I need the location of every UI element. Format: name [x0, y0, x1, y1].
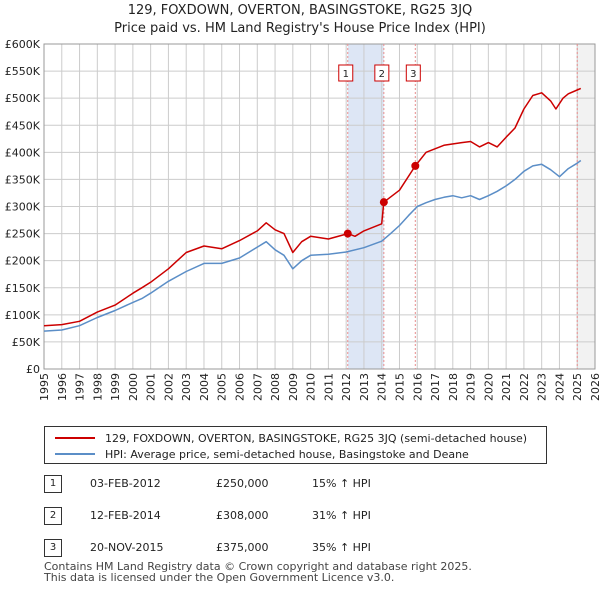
sale-row: 3 20-NOV-2015 £375,000 35% ↑ HPI [44, 536, 564, 568]
sale-labels: 1 2 3 [338, 64, 421, 82]
sales-table: 1 03-FEB-2012 £250,000 15% ↑ HPI 2 12-FE… [44, 472, 564, 568]
x-tick-label: 2000 [127, 373, 140, 401]
property-price-line [43, 87, 582, 327]
sale-row: 2 12-FEB-2014 £308,000 31% ↑ HPI [44, 504, 564, 536]
sale-date: 03-FEB-2012 [90, 477, 161, 490]
y-tick-label: £500K [5, 92, 41, 105]
sale-number-badge: 2 [44, 507, 62, 525]
x-tick-label: 2019 [465, 373, 478, 401]
x-tick-label: 2022 [518, 373, 531, 401]
y-tick-label: £350K [5, 173, 41, 186]
x-tick-label: 2007 [251, 373, 264, 401]
y-tick-label: £200K [5, 255, 41, 268]
x-tick-label: 2010 [305, 373, 318, 401]
sale-hpi-change: 15% ↑ HPI [312, 477, 371, 490]
x-tick-label: 1995 [38, 373, 51, 401]
legend-label-hpi: HPI: Average price, semi-detached house,… [105, 447, 469, 461]
x-tick-label: 2025 [571, 373, 584, 401]
hpi-line [43, 159, 582, 332]
sale-row: 1 03-FEB-2012 £250,000 15% ↑ HPI [44, 472, 564, 504]
sale-number-badge: 1 [44, 475, 62, 493]
legend-swatch-hpi [55, 453, 95, 455]
y-tick-label: £400K [5, 146, 41, 159]
price-chart: 1 2 3 £0 £50K £100K £150K £200K £250K £300K £350K… [5, 38, 600, 401]
x-tick-label: 2016 [411, 373, 424, 401]
sale-points [343, 161, 420, 238]
x-tick-label: 2005 [216, 373, 229, 401]
legend-swatch-property [55, 437, 95, 439]
chart-title-address: 129, FOXDOWN, OVERTON, BASINGSTOKE, RG25… [127, 3, 473, 18]
x-tick-label: 2001 [145, 373, 158, 401]
footer-line-licence: This data is licensed under the Open Gov… [44, 571, 395, 584]
series-lines [43, 87, 582, 332]
sale-date: 12-FEB-2014 [90, 509, 161, 522]
footer-attribution: Contains HM Land Registry data © Crown c… [44, 561, 472, 583]
y-tick-label: £600K [5, 38, 41, 51]
x-tick-label: 2014 [376, 373, 389, 401]
x-tick-label: 2020 [482, 373, 495, 401]
x-tick-label: 2017 [429, 373, 442, 401]
plot-border [43, 43, 596, 370]
legend-item-property: 129, FOXDOWN, OVERTON, BASINGSTOKE, RG25… [55, 430, 527, 446]
y-tick-label: £150K [5, 282, 41, 295]
x-tick-label: 2015 [393, 373, 406, 401]
sale-label-box [338, 64, 354, 82]
x-tick-label: 2008 [269, 373, 282, 401]
sale-label-number: 2 [379, 69, 385, 80]
sale-price: £250,000 [216, 477, 269, 490]
footer-line-copyright: Contains HM Land Registry data © Crown c… [44, 560, 472, 573]
sale-hpi-change: 31% ↑ HPI [312, 509, 371, 522]
y-tick-label: £550K [5, 65, 41, 78]
x-tick-label: 2018 [447, 373, 460, 401]
y-tick-label: £450K [5, 119, 41, 132]
x-tick-label: 2021 [500, 373, 513, 401]
x-tick-label: 2024 [553, 373, 566, 401]
sale-label-box [405, 64, 421, 82]
y-tick-label: £100K [5, 309, 41, 322]
x-tick-label: 2011 [322, 373, 335, 401]
sale-hpi-change: 35% ↑ HPI [312, 541, 371, 554]
sale-label-box [374, 64, 390, 82]
x-tick-label: 1998 [91, 373, 104, 401]
sale-price: £375,000 [216, 541, 269, 554]
legend-item-hpi: HPI: Average price, semi-detached house,… [55, 446, 469, 462]
sale-point [411, 161, 420, 170]
x-tick-label: 2002 [162, 373, 175, 401]
chart-legend: 129, FOXDOWN, OVERTON, BASINGSTOKE, RG25… [44, 426, 547, 464]
x-tick-label: 1997 [74, 373, 87, 401]
sale-date: 20-NOV-2015 [90, 541, 164, 554]
chart-subtitle: Price paid vs. HM Land Registry's House … [114, 21, 486, 36]
y-tick-label: £300K [5, 201, 41, 214]
y-tick-label: £50K [12, 336, 41, 349]
x-tick-label: 2023 [536, 373, 549, 401]
sale-number-badge: 3 [44, 539, 62, 557]
x-tick-label: 2012 [340, 373, 353, 401]
x-tick-label: 2013 [358, 373, 371, 401]
x-tick-label: 2026 [589, 373, 600, 401]
sale-point [343, 229, 352, 238]
x-tick-label: 1996 [56, 373, 69, 401]
sale-price: £308,000 [216, 509, 269, 522]
x-tick-label: 2006 [234, 373, 247, 401]
y-tick-label: £250K [5, 228, 41, 241]
gridlines [43, 43, 596, 370]
x-tick-label: 2009 [287, 373, 300, 401]
sale-label-number: 1 [343, 69, 349, 80]
y-tick-label: £0 [26, 363, 40, 376]
legend-label-property: 129, FOXDOWN, OVERTON, BASINGSTOKE, RG25… [105, 431, 528, 445]
sale-label-number: 3 [410, 69, 416, 80]
axis-labels: £0 £50K £100K £150K £200K £250K £300K £350K £400… [5, 38, 600, 401]
sale-point [379, 198, 388, 207]
x-tick-label: 1999 [109, 373, 122, 401]
x-tick-label: 2004 [198, 373, 211, 401]
x-tick-label: 2003 [180, 373, 193, 401]
